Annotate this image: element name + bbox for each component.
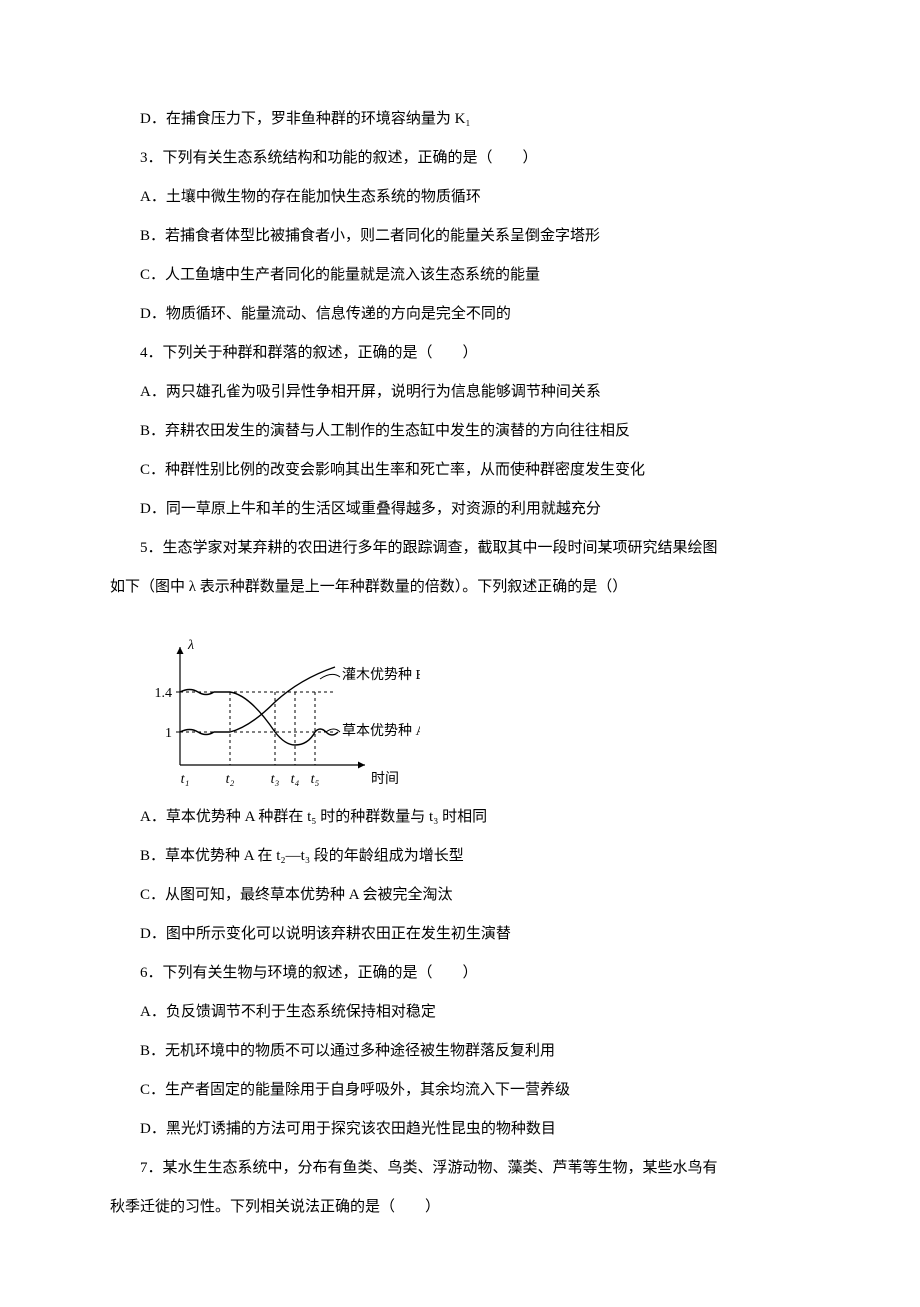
option-text: A．土壤中微生物的存在能加快生态系统的物质循环	[110, 178, 810, 217]
option-text: B．草本优势种 A 在 t₂—t₃ 段的年龄组成为增长型	[110, 837, 810, 876]
option-text: A．两只雄孔雀为吸引异性争相开屏，说明行为信息能够调节种间关系	[110, 373, 810, 412]
option-text: C．生产者固定的能量除用于自身呼吸外，其余均流入下一营养级	[110, 1071, 810, 1110]
question-stem-cont: 如下（图中 λ 表示种群数量是上一年种群数量的倍数）。下列叙述正确的是（）	[110, 568, 810, 607]
option-text: B．弃耕农田发生的演替与人工制作的生态缸中发生的演替的方向往往相反	[110, 412, 810, 451]
question-stem: 7．某水生生态系统中，分布有鱼类、鸟类、浮游动物、藻类、芦苇等生物，某些水鸟有	[110, 1149, 810, 1188]
y-tick-label: 1	[165, 726, 172, 741]
option-text: D．同一草原上牛和羊的生活区域重叠得越多，对资源的利用就越充分	[110, 490, 810, 529]
series-label: 灌木优势种 B	[342, 667, 420, 683]
question-stem-cont: 秋季迁徙的习性。下列相关说法正确的是（ ）	[110, 1188, 810, 1227]
chart-svg: 灌木优势种 B 草本优势种 A λ 1 1.4 t₁ t₂ t₃ t₄ t₅ 时间	[140, 617, 420, 787]
x-tick-label: t₃	[271, 772, 280, 787]
question-stem: 6．下列有关生物与环境的叙述，正确的是（ ）	[110, 954, 810, 993]
option-text: C．从图可知，最终草本优势种 A 会被完全淘汰	[110, 876, 810, 915]
y-tick-label: 1.4	[155, 686, 173, 701]
option-text: A．负反馈调节不利于生态系统保持相对稳定	[110, 993, 810, 1032]
y-axis-label: λ	[187, 638, 194, 653]
option-text: A．草本优势种 A 种群在 t₅ 时的种群数量与 t₃ 时相同	[110, 798, 810, 837]
document-body: D．在捕食压力下，罗非鱼种群的环境容纳量为 K₁ 3．下列有关生态系统结构和功能…	[110, 100, 810, 1227]
question-stem: 5．生态学家对某弃耕的农田进行多年的跟踪调查，截取其中一段时间某项研究结果绘图	[110, 529, 810, 568]
option-text: C．种群性别比例的改变会影响其出生率和死亡率，从而使种群密度发生变化	[110, 451, 810, 490]
x-tick-label: t₄	[291, 772, 300, 787]
x-tick-label: t₂	[226, 772, 235, 787]
option-text: B．若捕食者体型比被捕食者小，则二者同化的能量关系呈倒金字塔形	[110, 217, 810, 256]
option-text: D．黑光灯诱捕的方法可用于探究该农田趋光性昆虫的物种数目	[110, 1110, 810, 1149]
question-stem: 3．下列有关生态系统结构和功能的叙述，正确的是（ ）	[110, 139, 810, 178]
option-text: B．无机环境中的物质不可以通过多种途径被生物群落反复利用	[110, 1032, 810, 1071]
x-tick-label: t₁	[181, 772, 190, 787]
option-text: C．人工鱼塘中生产者同化的能量就是流入该生态系统的能量	[110, 256, 810, 295]
x-axis-label: 时间	[371, 771, 399, 787]
lambda-chart: 灌木优势种 B 草本优势种 A λ 1 1.4 t₁ t₂ t₃ t₄ t₅ 时间	[140, 617, 810, 792]
option-text: D．在捕食压力下，罗非鱼种群的环境容纳量为 K₁	[110, 100, 810, 139]
series-label: 草本优势种 A	[342, 723, 420, 739]
x-tick-label: t₅	[311, 772, 320, 787]
question-stem: 4．下列关于种群和群落的叙述，正确的是（ ）	[110, 334, 810, 373]
option-text: D．物质循环、能量流动、信息传递的方向是完全不同的	[110, 295, 810, 334]
option-text: D．图中所示变化可以说明该弃耕农田正在发生初生演替	[110, 915, 810, 954]
